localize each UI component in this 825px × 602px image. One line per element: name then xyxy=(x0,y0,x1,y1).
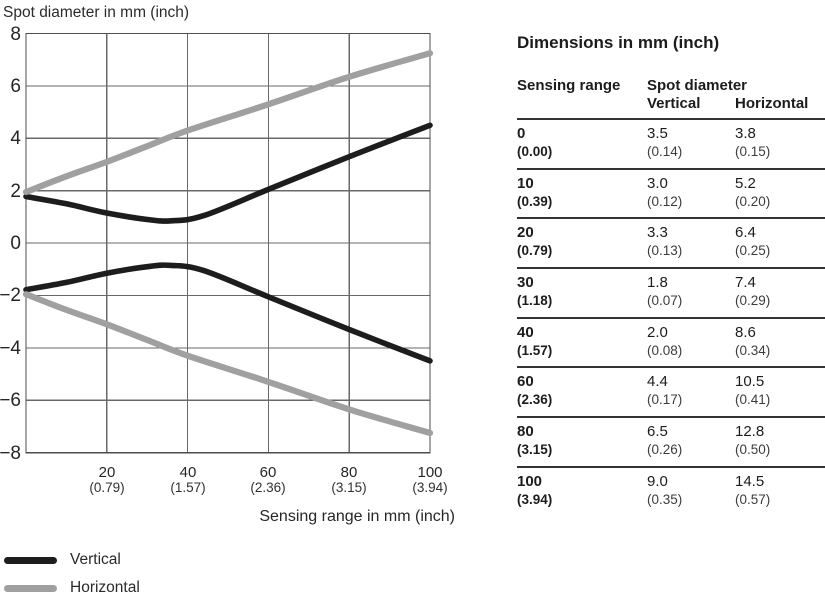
table-row: 60 (2.36) 4.4 (0.17) 10.5 (0.41) xyxy=(517,368,825,419)
cell-sensing-range: 100 (3.94) xyxy=(517,472,553,507)
cell-sensing-range: 40 (1.57) xyxy=(517,323,553,358)
y-tick-label: −8 xyxy=(0,443,21,464)
cell-vertical: 3.3 (0.13) xyxy=(647,224,683,259)
cell-horizontal: 8.6 (0.34) xyxy=(735,323,771,358)
x-tick-mm: 40 xyxy=(180,464,197,481)
col-header-horizontal: Horizontal xyxy=(735,95,809,112)
cell-horizontal: 6.4 (0.25) xyxy=(735,224,771,259)
cell-horizontal: 12.8 (0.50) xyxy=(735,423,771,458)
table-row: 40 (1.57) 2.0 (0.08) 8.6 (0.34) xyxy=(517,319,825,369)
y-tick-label: 2 xyxy=(10,181,21,202)
cell-sensing-range: 20 (0.79) xyxy=(517,224,553,259)
cell-horizontal: 3.8 (0.15) xyxy=(735,125,771,159)
x-axis-title: Sensing range in mm (inch) xyxy=(259,508,455,525)
cell-vertical: 3.5 (0.14) xyxy=(647,125,683,159)
table-row: 10 (0.39) 3.0 (0.12) 5.2 (0.20) xyxy=(517,170,825,220)
x-tick-mm: 100 xyxy=(417,464,442,481)
legend-label-vertical: Vertical xyxy=(70,551,121,568)
y-tick-label: −4 xyxy=(0,338,21,359)
curve-vertical-upper xyxy=(23,122,433,224)
cell-vertical: 2.0 (0.08) xyxy=(647,323,683,358)
cell-vertical: 1.8 (0.07) xyxy=(647,274,683,309)
cell-vertical: 4.4 (0.17) xyxy=(647,373,683,408)
cell-sensing-range: 10 (0.39) xyxy=(517,174,553,209)
y-tick-label: −6 xyxy=(0,390,21,411)
dimensions-table: Dimensions in mm (inch) Sensing range Sp… xyxy=(517,33,825,518)
cell-horizontal: 5.2 (0.20) xyxy=(735,174,771,209)
cell-sensing-range: 60 (2.36) xyxy=(517,373,553,408)
chart-legend: Vertical Horizontal xyxy=(4,546,140,602)
table-row: 100 (3.94) 9.0 (0.35) 14.5 (0.57) xyxy=(517,468,825,518)
y-tick-label: 0 xyxy=(10,233,21,254)
cell-sensing-range: 30 (1.18) xyxy=(517,274,553,309)
x-tick-labels: 20 (0.79) 40 (1.57) 60 (2.36) 80 (3.15) … xyxy=(89,464,447,495)
x-tick-inch: (3.94) xyxy=(412,480,447,495)
cell-vertical: 6.5 (0.26) xyxy=(647,423,683,458)
y-tick-label: 6 xyxy=(10,76,21,97)
x-tick-inch: (2.36) xyxy=(250,480,285,495)
table-header: Sensing range Spot diameter Vertical Hor… xyxy=(517,77,825,120)
col-header-spot-diameter: Spot diameter xyxy=(647,77,748,94)
x-tick-inch: (1.57) xyxy=(170,480,205,495)
x-tick-inch: (0.79) xyxy=(89,480,124,495)
curve-horizontal-upper xyxy=(22,50,434,196)
legend-swatch-vertical xyxy=(4,556,57,564)
cell-horizontal: 14.5 (0.57) xyxy=(735,472,771,507)
y-tick-labels: 8 6 4 2 0 −2 −4 −6 −8 xyxy=(0,24,21,464)
plot-border xyxy=(25,32,431,454)
y-axis-title: Spot diameter in mm (inch) xyxy=(3,4,190,21)
table-row: 30 (1.18) 1.8 (0.07) 7.4 (0.29) xyxy=(517,269,825,319)
spot-diameter-chart: 8 6 4 2 0 −2 −4 −6 −8 20 (0.79) 40 (1.57… xyxy=(0,24,455,525)
cell-horizontal: 10.5 (0.41) xyxy=(735,373,771,408)
col-header-vertical: Vertical xyxy=(647,95,701,112)
cell-vertical: 9.0 (0.35) xyxy=(647,472,683,507)
cell-horizontal: 7.4 (0.29) xyxy=(735,274,771,309)
table-title: Dimensions in mm (inch) xyxy=(517,33,720,52)
curve-horizontal-lower xyxy=(22,291,434,437)
legend-label-horizontal: Horizontal xyxy=(70,579,140,596)
grid-layer xyxy=(26,32,431,454)
y-tick-label: −2 xyxy=(0,285,21,306)
legend-item-vertical: Vertical xyxy=(4,546,140,574)
table-row: 80 (3.15) 6.5 (0.26) 12.8 (0.50) xyxy=(517,418,825,468)
x-tick-mm: 20 xyxy=(99,464,116,481)
col-header-sensing-range: Sensing range xyxy=(517,77,621,94)
x-tick-inch: (3.15) xyxy=(331,480,366,495)
cell-sensing-range: 0 (0.00) xyxy=(517,125,553,159)
legend-item-horizontal: Horizontal xyxy=(4,574,140,602)
x-tick-mm: 80 xyxy=(341,464,358,481)
y-tick-label: 8 xyxy=(10,24,21,45)
y-tick-label: 4 xyxy=(10,128,21,149)
x-tick-mm: 60 xyxy=(260,464,277,481)
table-row: 20 (0.79) 3.3 (0.13) 6.4 (0.25) xyxy=(517,219,825,270)
legend-swatch-horizontal xyxy=(4,584,57,592)
table-row: 0 (0.00) 3.5 (0.14) 3.8 (0.15) xyxy=(517,120,825,170)
cell-sensing-range: 80 (3.15) xyxy=(517,423,553,458)
curve-vertical-lower xyxy=(23,262,433,364)
cell-vertical: 3.0 (0.12) xyxy=(647,174,683,209)
